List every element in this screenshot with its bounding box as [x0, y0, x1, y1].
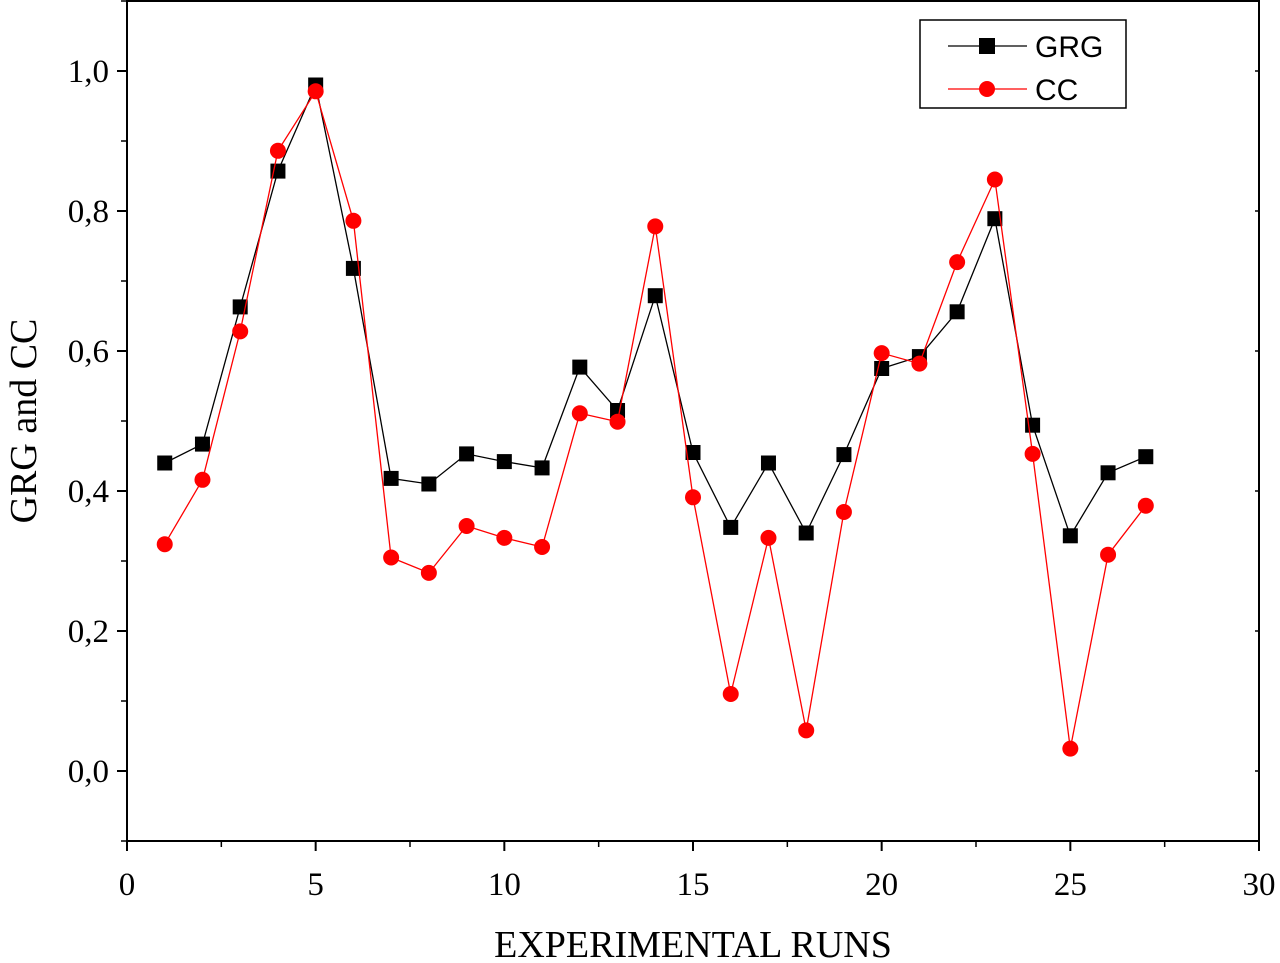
cc-point — [1137, 497, 1154, 514]
cc-point — [647, 218, 664, 235]
cc-point — [685, 489, 701, 506]
grg-point — [496, 454, 512, 470]
grg-point — [383, 470, 399, 486]
grg-point — [723, 519, 739, 535]
cc-point — [873, 345, 890, 362]
cc-point — [307, 83, 324, 100]
cc-point — [1062, 740, 1079, 757]
legend-box — [919, 19, 1127, 109]
cc-point — [911, 355, 928, 372]
cc-line — [164, 89, 1147, 749]
cc-point — [798, 722, 815, 739]
legend: GRG CC — [919, 19, 1127, 109]
grg-point — [685, 445, 701, 460]
x-axis-title: EXPERIMENTAL RUNS — [494, 924, 892, 963]
y-tick-label: 0,8 — [68, 194, 109, 230]
grg-point — [1138, 449, 1154, 465]
grg-point — [459, 446, 475, 462]
cc-point — [458, 518, 475, 534]
cc-point — [1100, 546, 1117, 563]
grg-point — [421, 476, 437, 492]
grg-point — [836, 447, 852, 463]
grg-line — [164, 82, 1147, 538]
x-tick-label: 5 — [307, 867, 324, 903]
x-tick-label: 10 — [488, 867, 521, 903]
x-tick-label: 0 — [119, 867, 136, 903]
grg-point — [987, 211, 1003, 227]
series-layer — [156, 77, 1154, 757]
cc-point — [269, 142, 286, 159]
y-tick-label: 0,6 — [68, 334, 109, 370]
cc-point — [496, 529, 513, 546]
series-cc — [156, 83, 1154, 757]
cc-point — [534, 539, 551, 555]
grg-point — [610, 403, 626, 418]
cc-point — [986, 171, 1003, 188]
cc-point — [194, 471, 211, 488]
x-axis-ticks: 0 5 10 15 20 25 30 — [119, 841, 1276, 903]
y-tick-label: 1,0 — [68, 54, 109, 90]
grg-point — [760, 455, 776, 471]
y-tick-label: 0,4 — [68, 474, 109, 510]
cc-point — [760, 529, 777, 546]
cc-point — [571, 405, 588, 422]
cc-point — [609, 413, 626, 430]
cc-point — [156, 536, 173, 553]
y-axis-title: GRG and CC — [3, 319, 45, 524]
x-tick-label: 20 — [865, 867, 898, 903]
y-axis-ticks: 0,0 0,2 0,4 0,6 0,8 1,0 — [68, 0, 1259, 842]
grg-point — [157, 455, 173, 471]
cc-point — [232, 323, 249, 340]
grg-point — [572, 359, 588, 375]
series-grg — [157, 77, 1154, 544]
cc-point — [383, 549, 400, 566]
cc-point — [345, 212, 362, 229]
cc-point — [1024, 445, 1041, 462]
grg-point — [798, 525, 814, 541]
y-tick-label: 0,0 — [68, 754, 109, 790]
x-tick-label: 25 — [1054, 867, 1087, 903]
grg-point — [345, 260, 361, 276]
grg-point — [534, 460, 550, 476]
cc-point — [722, 686, 739, 702]
cc-point — [949, 254, 966, 271]
legend-cc-label: CC — [1035, 74, 1078, 107]
legend-grg-label: GRG — [1035, 31, 1103, 64]
legend-grg-marker — [979, 38, 995, 54]
x-tick-label: 30 — [1243, 867, 1276, 903]
grg-point — [1100, 465, 1116, 481]
grg-point — [1062, 528, 1078, 544]
cc-point — [835, 504, 852, 520]
grg-point — [194, 436, 210, 452]
legend-cc-marker — [979, 81, 995, 97]
cc-point — [420, 564, 437, 581]
y-tick-label: 0,2 — [68, 614, 109, 650]
x-tick-label: 15 — [677, 867, 710, 903]
grg-point — [647, 288, 663, 304]
grg-point — [949, 304, 965, 320]
grg-point — [874, 361, 890, 376]
